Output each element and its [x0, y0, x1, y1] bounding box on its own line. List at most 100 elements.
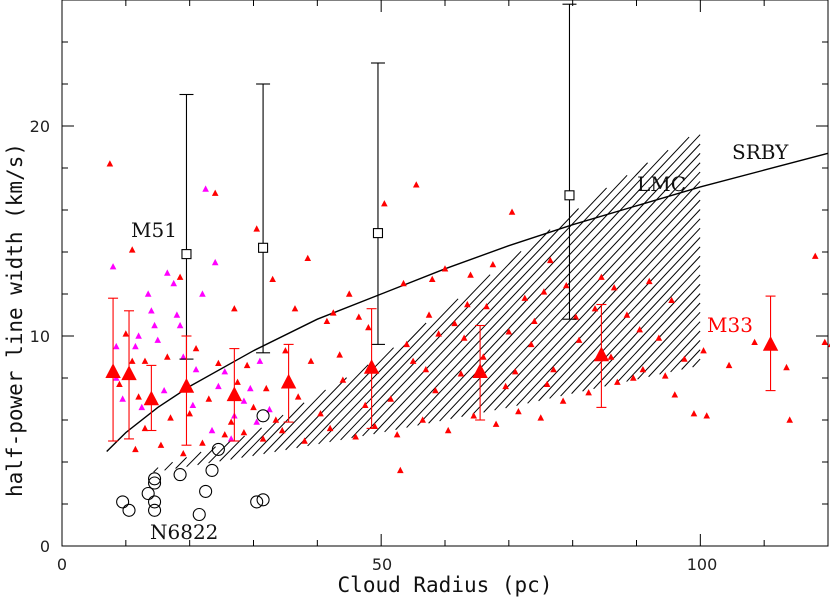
m33-point: [435, 330, 442, 337]
magenta-point: [138, 403, 146, 411]
m33-points-group: [106, 160, 830, 474]
m33-point: [502, 382, 509, 390]
srby-label: SRBY: [732, 140, 789, 164]
m33-point: [397, 466, 404, 474]
m33-point: [345, 290, 353, 297]
m33-point: [317, 410, 324, 417]
m33-point: [403, 340, 410, 348]
m33-point: [282, 347, 289, 354]
lmc-hatch-line: [549, 237, 701, 399]
m33-point: [307, 357, 315, 364]
m33-point: [323, 317, 331, 324]
m33-point: [614, 378, 621, 385]
m33-bin-point: [762, 336, 779, 351]
lmc-hatch-line: [329, 274, 491, 443]
y-tick-label-0: 0: [40, 537, 50, 556]
m33-point: [531, 317, 538, 324]
lmc-hatch-line: [153, 467, 159, 473]
m33-point: [221, 431, 229, 438]
m51-bin-point: [181, 249, 192, 260]
m33-point: [157, 441, 165, 448]
x-tick-label-0: 0: [57, 555, 67, 574]
y-tick-label-20: 20: [30, 117, 50, 136]
m33-point: [227, 418, 235, 425]
m33-point: [167, 414, 174, 421]
m33-point: [645, 277, 653, 285]
m33-point: [326, 424, 334, 432]
m33-bin-point: [226, 386, 243, 402]
lmc-hatch-line: [362, 208, 579, 437]
m33-point: [451, 319, 458, 327]
lmc-hatched-band: [153, 134, 701, 473]
m33-point: [661, 372, 669, 379]
magenta-point: [112, 342, 120, 350]
m33-point: [425, 311, 433, 318]
m33-point: [262, 384, 270, 392]
m33-point: [192, 345, 200, 352]
m33-point: [365, 324, 372, 331]
m33-point: [783, 363, 790, 371]
m33-point: [562, 282, 570, 289]
m33-point: [703, 412, 711, 419]
lmc-hatch-line: [252, 402, 305, 457]
m33-point: [291, 305, 299, 312]
m33-point: [505, 328, 513, 335]
m33-point: [543, 380, 551, 387]
lmc-hatch-line: [494, 190, 701, 411]
m33-point: [301, 437, 308, 444]
n6822-points-group: [116, 409, 270, 522]
lmc-hatch-line: [208, 440, 231, 464]
magenta-point: [170, 279, 178, 287]
n6822-point: [256, 409, 270, 423]
m51-binned-group: [179, 3, 577, 360]
m33-point: [725, 361, 733, 369]
n6822-point: [122, 503, 136, 517]
magenta-point: [154, 336, 162, 343]
m33-point: [639, 366, 647, 373]
m33-point: [400, 279, 407, 287]
m33-point: [610, 284, 618, 291]
lmc-hatch-line: [274, 377, 347, 453]
lmc-hatch-line: [351, 229, 551, 439]
m33-point: [253, 225, 260, 232]
m33-bin-point: [121, 365, 137, 381]
m33-point: [272, 416, 280, 423]
m33-point: [467, 271, 474, 278]
lmc-hatch-line: [296, 347, 394, 449]
magenta-point: [221, 368, 229, 375]
m33-point: [550, 366, 557, 373]
magenta-point: [253, 418, 260, 425]
m33-point: [630, 374, 637, 381]
m33-point: [339, 376, 347, 383]
m33-point: [361, 401, 369, 408]
m33-point: [269, 275, 276, 282]
m33-point: [444, 426, 452, 434]
n6822-label: N6822: [150, 520, 218, 544]
m33-bin-point: [105, 363, 121, 378]
srby-curve: [106, 152, 829, 452]
magenta-point: [151, 321, 158, 329]
lmc-hatch-line: [461, 162, 701, 418]
m33-point: [205, 395, 213, 402]
m51-bin-point: [372, 228, 384, 239]
m33-point: [304, 254, 312, 261]
m33-point: [243, 361, 251, 369]
m33-point: [141, 424, 149, 432]
m51-label: M51: [131, 218, 177, 242]
lmc-hatch-line: [384, 174, 628, 433]
m33-point: [547, 256, 554, 264]
lmc-hatch-line: [307, 322, 427, 447]
m33-point: [250, 403, 257, 411]
magenta-point: [179, 353, 187, 360]
lmc-hatch-line: [175, 457, 187, 469]
lmc-hatch-line: [604, 283, 701, 387]
magenta-point: [164, 269, 171, 276]
m33-point: [623, 311, 631, 318]
m33-point: [751, 338, 758, 345]
magenta-point: [132, 342, 139, 350]
m33-point: [540, 288, 548, 295]
m33-point: [470, 412, 478, 419]
lmc-hatch-line: [164, 461, 173, 471]
m33-point: [515, 408, 522, 415]
lmc-hatch-line: [538, 227, 701, 402]
